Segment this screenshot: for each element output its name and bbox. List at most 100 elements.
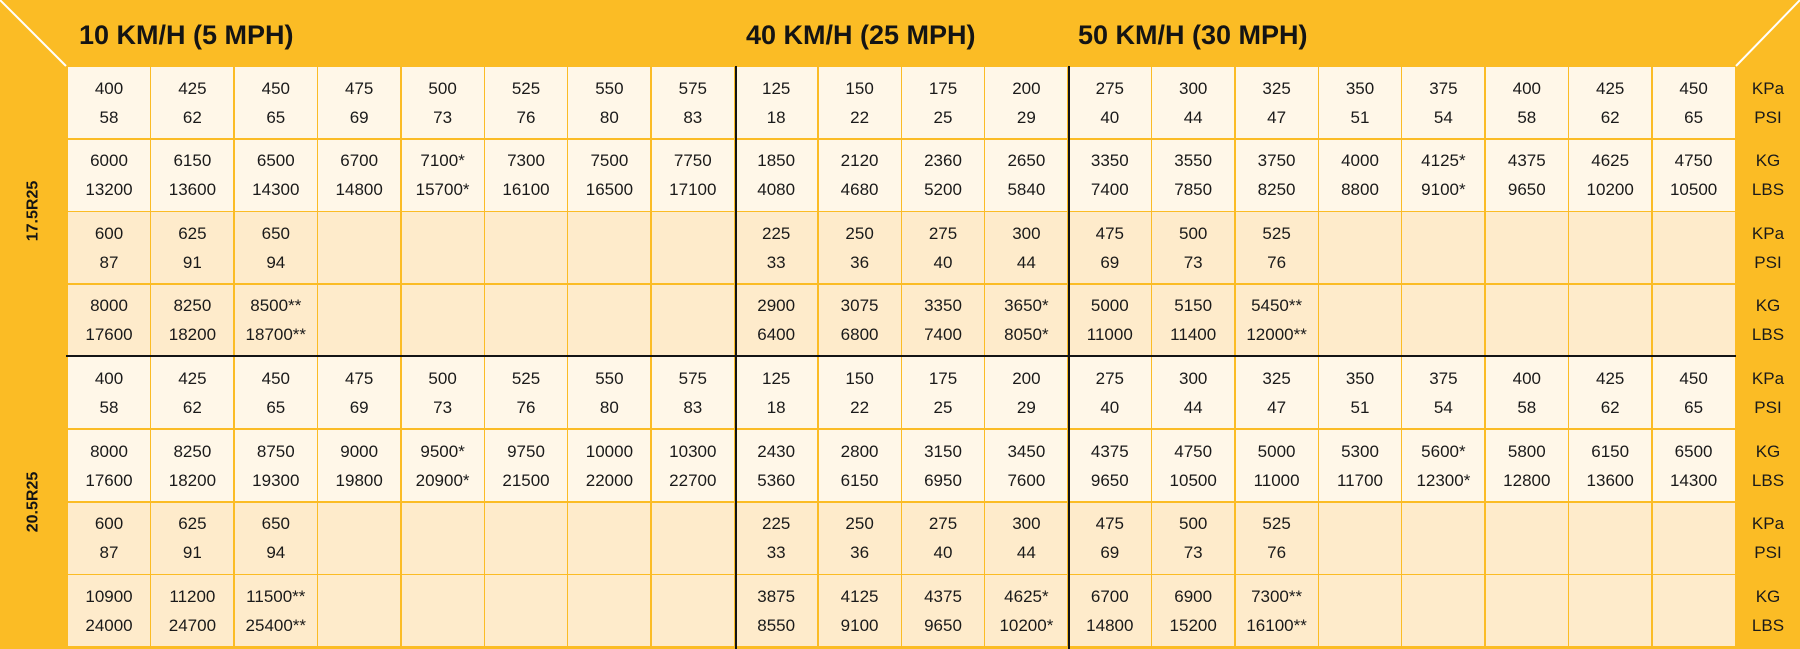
- cell-value-metric: 3350: [924, 296, 962, 316]
- cell-value-imperial: 14300: [252, 180, 300, 200]
- cell-value-metric: 400: [94, 78, 124, 98]
- table-cell: 2800 6150: [818, 430, 901, 501]
- cell-value-metric: 4125*: [1421, 151, 1466, 171]
- cell-value-imperial: 40: [1100, 397, 1120, 417]
- cell-value-imperial: 33: [766, 543, 786, 563]
- cell-value-imperial: 65: [266, 397, 286, 417]
- table-cell: [1652, 502, 1735, 574]
- cell-value-metric: 350: [1345, 78, 1375, 98]
- cell-value-imperial: 62: [182, 397, 202, 417]
- unit-label-metric: KPa: [1751, 78, 1785, 98]
- table-cell: 325 47: [1235, 67, 1318, 138]
- cell-value-imperial: 24000: [85, 615, 133, 635]
- cell-value-imperial: 94: [266, 543, 286, 563]
- cell-value-imperial: 44: [1016, 543, 1036, 563]
- cell-value-imperial: 14800: [335, 180, 383, 200]
- cell-value-imperial: 44: [1183, 107, 1203, 127]
- cell-value-imperial: 13200: [85, 180, 133, 200]
- table-cell: 6700 14800: [1068, 575, 1151, 647]
- table-cell: 11200 24700: [151, 575, 234, 647]
- unit-label: KPa PSI: [1736, 503, 1800, 574]
- table-cell: [1402, 502, 1485, 574]
- cell-value-imperial: 73: [433, 397, 453, 417]
- cell-value-metric: 6700: [1090, 586, 1129, 606]
- table-cell: 4000 8800: [1319, 139, 1401, 211]
- cell-value-imperial: 51: [1350, 107, 1370, 127]
- cell-value-imperial: 94: [266, 252, 286, 272]
- cell-value-imperial: 12300*: [1416, 470, 1471, 490]
- table-cell: [651, 502, 734, 574]
- cell-value-imperial: 25: [933, 107, 953, 127]
- cell-value-imperial: 36: [850, 543, 870, 563]
- cell-value-imperial: 80: [599, 107, 619, 127]
- unit-label-imperial: LBS: [1751, 325, 1785, 345]
- table-cell: 4375 9650: [1485, 139, 1568, 211]
- cell-value-metric: 4750: [1174, 441, 1213, 461]
- table-cell: 5600* 12300*: [1402, 430, 1485, 501]
- cell-value-imperial: 76: [1267, 252, 1287, 272]
- table-cell: 275 40: [1068, 357, 1151, 429]
- cell-value-metric: 400: [1512, 78, 1541, 98]
- table-cell: 6900 15200: [1152, 575, 1235, 647]
- cell-value-metric: 8750: [256, 441, 295, 461]
- table-cell: 425 62: [151, 357, 234, 429]
- cell-value-metric: 250: [845, 514, 874, 534]
- cell-value-metric: 400: [1512, 368, 1541, 388]
- table-cell: 550 80: [568, 67, 651, 138]
- cell-value-imperial: 8800: [1341, 180, 1379, 200]
- table-cell: 11500** 25400**: [234, 575, 317, 647]
- cell-value-imperial: 24700: [168, 615, 217, 635]
- cell-value-imperial: 18200: [168, 325, 217, 345]
- table-cell: [1485, 502, 1568, 574]
- cell-value-metric: 625: [178, 514, 207, 534]
- cell-value-imperial: 73: [1183, 543, 1203, 563]
- cell-value-imperial: 8050*: [1004, 325, 1049, 345]
- cell-value-metric: 3150: [924, 441, 962, 461]
- cell-value-metric: 275: [928, 223, 958, 243]
- cell-value-imperial: 62: [1600, 107, 1620, 127]
- table-cell: 650 94: [234, 502, 317, 574]
- table-cell: 150 22: [818, 357, 901, 429]
- cell-value-metric: 2430: [757, 441, 796, 461]
- cell-value-metric: 7300**: [1251, 586, 1303, 606]
- cell-value-metric: 475: [1095, 514, 1124, 534]
- cell-value-imperial: 51: [1350, 397, 1370, 417]
- cell-value-metric: 300: [1012, 514, 1041, 534]
- cell-value-metric: 275: [1095, 78, 1124, 98]
- cell-value-imperial: 16100: [502, 180, 550, 200]
- table-cell: [401, 575, 484, 647]
- cell-value-metric: 6150: [173, 151, 212, 171]
- table-cell: 650 94: [234, 212, 317, 284]
- table-cell: 525 76: [485, 357, 567, 429]
- unit-label-metric: KPa: [1751, 514, 1785, 534]
- cell-value-metric: 4375: [1507, 151, 1546, 171]
- cell-value-metric: 150: [845, 78, 874, 98]
- cell-value-metric: 325: [1262, 368, 1291, 388]
- cell-value-imperial: 17600: [85, 470, 133, 490]
- cell-value-imperial: 76: [1267, 543, 1287, 563]
- cell-value-imperial: 29: [1016, 107, 1036, 127]
- cell-value-metric: 5600*: [1421, 441, 1466, 461]
- table-cell: 575 83: [651, 67, 734, 138]
- unit-label: KPa PSI: [1736, 67, 1800, 138]
- cell-value-imperial: 4680: [840, 180, 879, 200]
- cell-value-imperial: 11000: [1253, 470, 1300, 490]
- table-cell: [1319, 284, 1401, 356]
- cell-value-metric: 11500**: [246, 586, 306, 606]
- unit-label-metric: KG: [1755, 441, 1781, 461]
- cell-value-imperial: 14800: [1086, 615, 1134, 635]
- table-cell: [1402, 212, 1485, 284]
- cell-value-imperial: 54: [1433, 397, 1453, 417]
- table-cell: 7300 16100: [485, 139, 567, 211]
- cell-value-imperial: 15700*: [415, 180, 470, 200]
- speed-header-title: 40 KM/H (25 MPH): [746, 20, 976, 50]
- table-cell: 4625* 10200*: [985, 575, 1068, 647]
- table-cell: 5800 12800: [1485, 430, 1568, 501]
- table-cell: 10000 22000: [568, 430, 651, 501]
- table-cell: [401, 284, 484, 356]
- cell-value-imperial: 17600: [85, 325, 133, 345]
- cell-value-imperial: 40: [1100, 107, 1120, 127]
- cell-value-imperial: 18: [766, 397, 786, 417]
- table-cell: 5300 11700: [1319, 430, 1401, 501]
